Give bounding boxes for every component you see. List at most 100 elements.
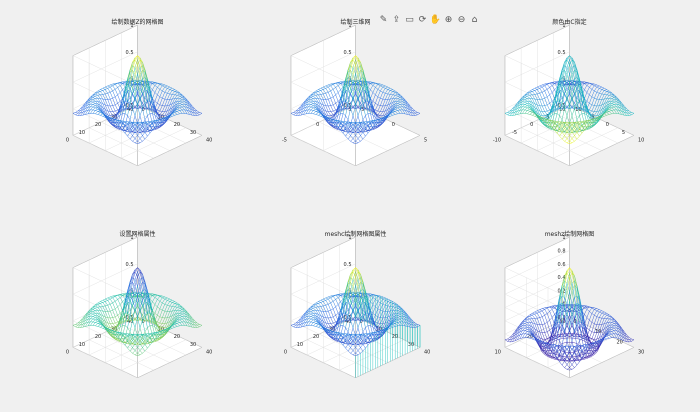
grid-line: [553, 32, 618, 144]
subplot-title: 绘制数据Z的网格图: [111, 18, 163, 26]
z-tick-label: 0.5: [126, 262, 134, 268]
y-tick-label: -5: [282, 137, 287, 143]
z-tick-label: 1: [130, 235, 133, 241]
x-tick-label: 40: [424, 349, 430, 355]
grid-line: [88, 260, 154, 371]
z-tick-label: 1: [348, 235, 351, 241]
home-icon[interactable]: ⌂: [471, 15, 478, 25]
mesh-surface: [72, 267, 203, 356]
z-tick-label: 0.5: [344, 262, 352, 268]
y-tick-label: 40: [127, 107, 133, 113]
y-tick-label: 10: [559, 107, 565, 113]
z-tick-label: 0: [348, 76, 351, 82]
subplot-title: 颜色由C指定: [552, 18, 586, 26]
zoom-in-icon[interactable]: ⊕: [444, 15, 453, 25]
z-tick-label: 1: [562, 235, 565, 241]
grid-line: [323, 252, 388, 363]
grid-line: [121, 244, 186, 356]
y-tick-label: 10: [79, 342, 85, 348]
y-tick-label: -5: [512, 130, 517, 136]
x-tick-label: 0: [142, 107, 145, 113]
contour-lines: [355, 294, 421, 378]
y-tick-label: 0: [284, 349, 287, 355]
y-tick-label: 20: [527, 334, 533, 340]
x-tick-label: 0: [142, 319, 145, 325]
z-tick-label: 0.4: [558, 275, 566, 281]
z-tick-label: 1: [562, 23, 565, 29]
x-tick-label: 5: [424, 137, 427, 143]
y-tick-label: 5: [546, 115, 549, 121]
subplot-title: meshc绘制网格图属性: [325, 230, 387, 238]
x-tick-label: 0: [392, 122, 395, 128]
z-tick-label: 0.5: [126, 50, 134, 56]
y-tick-label: 5: [348, 107, 351, 113]
y-tick-label: 20: [95, 334, 101, 340]
grid-line: [105, 40, 170, 151]
grid-line: [520, 48, 586, 159]
x-tick-label: 30: [638, 349, 644, 355]
grid-line: [504, 267, 570, 378]
y-tick-label: -10: [493, 137, 501, 143]
grid-line: [504, 55, 570, 166]
grid-line: [323, 40, 388, 151]
x-tick-label: -10: [574, 107, 582, 113]
x-tick-label: 5: [622, 130, 625, 136]
y-tick-label: 40: [345, 319, 351, 325]
x-tick-label: 10: [638, 137, 644, 143]
x-tick-label: 30: [190, 342, 196, 348]
grid-line: [290, 55, 356, 166]
pan-icon[interactable]: ✋: [429, 15, 442, 25]
export-icon[interactable]: ⇪: [392, 15, 401, 25]
y-tick-label: 10: [495, 349, 501, 355]
z-tick-label: 1: [130, 23, 133, 29]
grid-line: [72, 55, 138, 166]
x-tick-label: 20: [617, 339, 623, 345]
mesh-surface: [72, 55, 203, 144]
mesh-surface: [290, 55, 421, 144]
mesh-surface: [504, 267, 635, 371]
data-tips-icon[interactable]: ▭: [405, 15, 414, 25]
x-tick-label: 30: [190, 130, 196, 136]
grid-line: [290, 267, 356, 378]
mesh-surface: [504, 55, 635, 144]
x-tick-label: 40: [206, 137, 212, 143]
z-tick-label: 0: [562, 76, 565, 82]
grid-line: [569, 237, 635, 348]
y-tick-label: 0: [530, 122, 533, 128]
subplot-title: meshz绘制网格图: [545, 230, 595, 238]
grid-line: [72, 267, 138, 378]
z-tick-label: 0: [130, 288, 133, 294]
x-tick-label: 0: [574, 319, 577, 325]
subplot-title: 设置网格属性: [119, 230, 155, 238]
subplot-6[interactable]: meshz绘制网格图-0.200.20.40.60.81010203030201…: [462, 222, 677, 412]
x-tick-label: -5: [360, 107, 365, 113]
grid-line: [121, 32, 186, 144]
curtain-skirt: [540, 333, 599, 362]
z-tick-label: 0: [348, 288, 351, 294]
y-tick-label: 0: [66, 349, 69, 355]
zoom-out-icon[interactable]: ⊖: [457, 15, 466, 25]
x-tick-label: 40: [206, 349, 212, 355]
grid-line: [306, 260, 372, 371]
rotate-icon[interactable]: ⟳: [418, 15, 427, 25]
x-tick-label: 0: [606, 122, 609, 128]
y-tick-label: 0: [66, 137, 69, 143]
y-tick-label: 40: [127, 319, 133, 325]
axes-toolbar: ✎ ⇪ ▭ ⟳ ✋ ⊕ ⊖ ⌂: [378, 13, 480, 27]
x-tick-label: 20: [174, 122, 180, 128]
z-tick-label: 1: [348, 23, 351, 29]
z-tick-label: -0.2: [556, 315, 566, 321]
x-tick-label: 0: [360, 319, 363, 325]
y-tick-label: 20: [313, 334, 319, 340]
y-tick-label: 20: [95, 122, 101, 128]
brush-icon[interactable]: ✎: [379, 15, 388, 25]
z-tick-label: 0.8: [558, 249, 566, 255]
grid-line: [105, 252, 170, 363]
grid-line: [88, 48, 154, 159]
mesh-surface: [290, 267, 421, 356]
